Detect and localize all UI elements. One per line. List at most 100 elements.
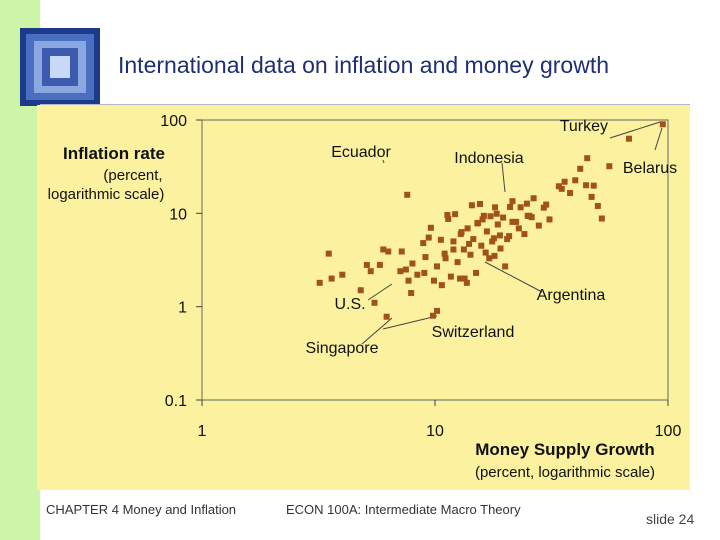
chart-axes [196, 119, 669, 406]
data-point [468, 202, 475, 209]
data-point [421, 269, 428, 276]
x-tick-label: 100 [655, 423, 682, 440]
data-point [487, 213, 494, 220]
data-point [405, 277, 412, 284]
data-point [444, 211, 451, 218]
leader-line [382, 159, 385, 164]
annotation-label: Turkey [560, 118, 608, 135]
data-point [452, 211, 459, 218]
data-point [437, 236, 444, 243]
data-point [404, 191, 411, 198]
data-point [441, 250, 448, 257]
slide-number: slide 24 [646, 511, 695, 527]
data-point [363, 261, 370, 268]
title-divider [40, 104, 690, 105]
y-tick-label: 0.1 [165, 393, 187, 410]
annotation-leaders [361, 121, 663, 345]
footer-course: ECON 100A: Intermediate Macro Theory [286, 502, 521, 517]
footer-chapter: CHAPTER 4 Money and Inflation [46, 502, 237, 517]
data-point [491, 252, 498, 259]
data-point [482, 249, 489, 256]
data-point [460, 246, 467, 253]
data-point [659, 121, 666, 128]
data-point [425, 234, 432, 241]
data-point [497, 245, 504, 252]
x-tick-label: 1 [198, 423, 207, 440]
data-point [492, 204, 499, 211]
data-point [447, 273, 454, 280]
data-point [543, 201, 550, 208]
data-point [470, 236, 477, 243]
data-point [567, 190, 574, 197]
leader-line [484, 261, 543, 293]
data-point [572, 177, 579, 184]
data-point [450, 246, 457, 253]
data-point [493, 210, 500, 217]
data-point [397, 268, 404, 275]
leader-line [367, 283, 393, 301]
data-point [588, 193, 595, 200]
data-point [509, 218, 516, 225]
y-axis-subtitle-line1: (percent, [103, 167, 162, 184]
data-point [474, 220, 481, 227]
data-point [535, 222, 542, 229]
x-axis-subtitle: (percent, logarithmic scale) [475, 464, 655, 481]
data-point [496, 232, 503, 239]
data-point [523, 200, 530, 207]
data-point [483, 228, 490, 235]
data-point [517, 204, 524, 211]
data-point [598, 215, 605, 222]
data-point [540, 204, 547, 211]
data-point [507, 203, 514, 210]
data-point [367, 268, 374, 275]
data-point [515, 225, 522, 232]
data-point [383, 313, 390, 320]
annotation-label: Argentina [537, 287, 606, 304]
data-points [316, 121, 666, 320]
y-axis-subtitle-line2: logarithmic scale) [48, 186, 165, 203]
data-point [561, 178, 568, 185]
annotation-label: Indonesia [454, 150, 523, 167]
data-point [584, 155, 591, 162]
x-axis-title: Money Supply Growth [475, 440, 654, 459]
data-point [409, 260, 416, 267]
data-point [408, 290, 415, 297]
data-point [500, 214, 507, 221]
data-point [558, 185, 565, 192]
data-point [473, 269, 480, 276]
data-point [489, 238, 496, 245]
annotations: Turkey Ecuador Indonesia Belarus Argentina U.… [306, 118, 678, 357]
data-point [376, 261, 383, 268]
data-point [385, 248, 392, 255]
slide-logo [20, 28, 100, 106]
data-point [466, 240, 473, 247]
data-point [490, 235, 497, 242]
data-point [454, 259, 461, 266]
data-point [325, 250, 332, 257]
annotation-label: Ecuador [331, 144, 391, 161]
data-point [509, 198, 516, 205]
data-point [438, 282, 445, 289]
slide-title: International data on inflation and mone… [118, 52, 609, 78]
data-point [371, 299, 378, 306]
leader-line [609, 121, 661, 139]
data-point [414, 271, 421, 278]
data-point [528, 214, 535, 221]
data-point [357, 287, 364, 294]
annotation-label: Singapore [306, 340, 379, 357]
data-point [461, 275, 468, 282]
data-point [513, 218, 520, 225]
annotation-label: Switzerland [432, 324, 515, 341]
data-point [427, 224, 434, 231]
data-point [398, 248, 405, 255]
data-point [402, 266, 409, 273]
data-point [502, 263, 509, 270]
data-point [479, 216, 486, 223]
y-tick-label: 100 [160, 113, 187, 130]
data-point [546, 216, 553, 223]
plot-frame [201, 119, 669, 401]
data-point [625, 135, 632, 142]
data-point [494, 221, 501, 228]
